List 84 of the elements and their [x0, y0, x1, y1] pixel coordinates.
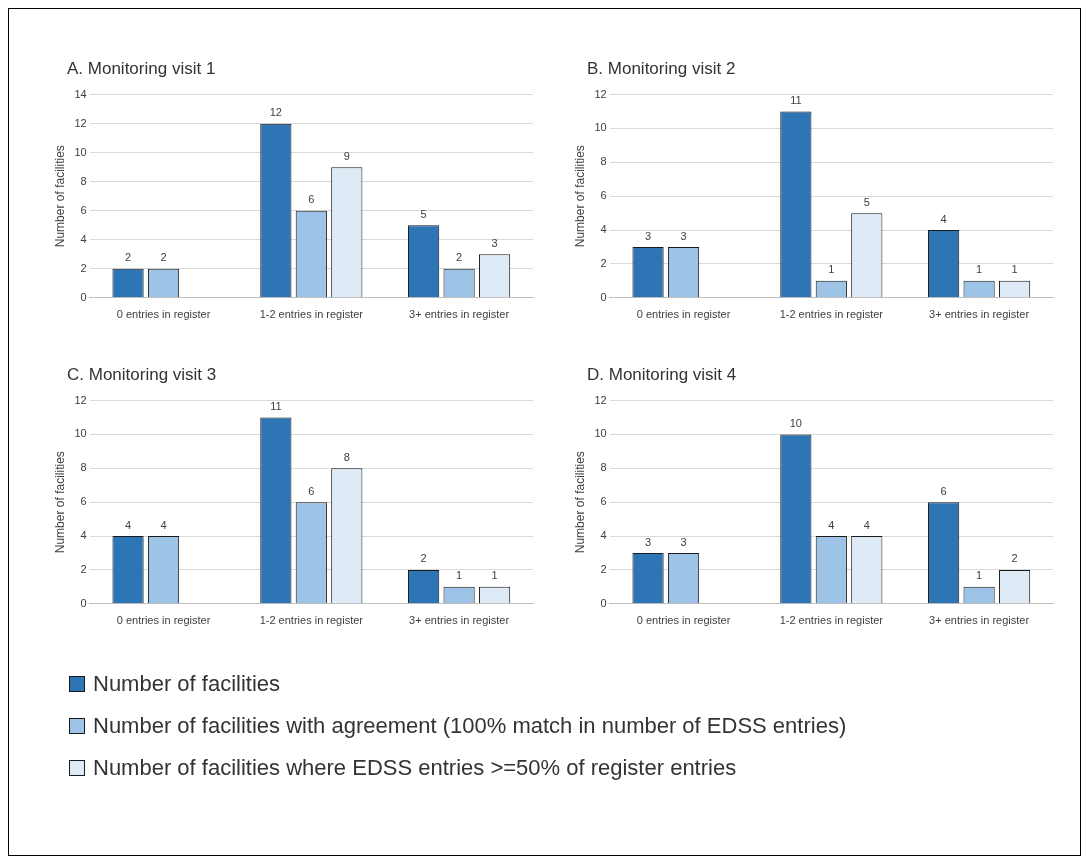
data-label: 4 — [863, 518, 870, 531]
data-label: 1 — [976, 569, 983, 582]
data-label: 6 — [308, 193, 315, 206]
chart-title: D. Monitoring visit 4 — [587, 365, 738, 385]
x-tick-label: 1-2 entries in register — [779, 308, 884, 321]
y-axis-title: Number of facilities — [52, 451, 67, 554]
data-label: 1 — [1011, 263, 1018, 276]
x-tick-label: 1-2 entries in register — [259, 614, 364, 627]
chart-title: B. Monitoring visit 2 — [587, 59, 737, 79]
y-tick-label: 12 — [594, 87, 607, 100]
data-label: 1 — [491, 569, 498, 582]
y-tick-label: 4 — [600, 223, 607, 236]
data-label: 2 — [420, 552, 427, 565]
data-label: 4 — [828, 518, 835, 531]
data-label: 1 — [976, 263, 983, 276]
y-tick-label: 8 — [600, 461, 607, 474]
y-tick-label: 2 — [600, 256, 607, 269]
data-label: 12 — [269, 106, 282, 119]
y-axis-title: Number of facilities — [572, 451, 587, 554]
y-tick-label: 10 — [594, 121, 607, 134]
y-tick-label: 2 — [80, 562, 87, 575]
data-label: 2 — [1011, 552, 1018, 565]
x-tick-label: 3+ entries in register — [409, 308, 510, 321]
y-tick-label: 0 — [80, 290, 87, 303]
data-label: 3 — [680, 229, 687, 242]
data-label: 6 — [940, 484, 947, 497]
y-tick-label: 6 — [80, 203, 87, 216]
y-tick-label: 8 — [600, 155, 607, 168]
y-tick-label: 4 — [600, 529, 607, 542]
data-label: 2 — [160, 251, 167, 264]
x-tick-label: 0 entries in register — [636, 308, 731, 321]
y-axis-title: Number of facilities — [572, 145, 587, 248]
x-tick-label: 3+ entries in register — [409, 614, 510, 627]
data-label: 8 — [343, 450, 350, 463]
legend-label: Number of facilities — [93, 671, 281, 697]
data-label: 3 — [680, 535, 687, 548]
data-label: 9 — [343, 149, 350, 162]
y-tick-label: 6 — [600, 495, 607, 508]
y-tick-label: 0 — [600, 596, 607, 609]
y-tick-label: 8 — [80, 174, 87, 187]
y-tick-label: 8 — [80, 461, 87, 474]
y-tick-label: 12 — [74, 116, 87, 129]
y-tick-label: 0 — [600, 290, 607, 303]
y-tick-label: 6 — [80, 495, 87, 508]
data-label: 10 — [789, 417, 802, 429]
data-label: 11 — [270, 400, 282, 413]
x-tick-label: 1-2 entries in register — [259, 308, 364, 321]
y-tick-label: 2 — [80, 261, 87, 274]
legend-label: Number of facilities where EDSS entries >=50% of register entries — [93, 755, 737, 781]
data-label: 11 — [790, 94, 802, 107]
data-label: 2 — [456, 251, 463, 264]
x-tick-label: 0 entries in register — [116, 614, 211, 627]
data-label: 3 — [491, 236, 498, 249]
y-tick-label: 0 — [80, 596, 87, 609]
data-label: 3 — [645, 535, 652, 548]
y-tick-label: 6 — [600, 189, 607, 202]
data-label: 5 — [863, 195, 870, 208]
data-label: 4 — [940, 212, 947, 225]
y-tick-label: 12 — [594, 393, 607, 406]
y-tick-label: 4 — [80, 232, 87, 245]
x-tick-label: 1-2 entries in register — [779, 614, 884, 627]
y-axis-title: Number of facilities — [52, 145, 67, 248]
y-tick-label: 2 — [600, 562, 607, 575]
y-tick-label: 14 — [74, 87, 87, 100]
data-label: 1 — [456, 569, 463, 582]
y-tick-label: 10 — [74, 145, 87, 158]
y-tick-label: 12 — [74, 393, 87, 406]
y-tick-label: 10 — [594, 427, 607, 440]
chart-title: A. Monitoring visit 1 — [67, 59, 217, 79]
legend-label: Number of facilities with agreement (100% match in number of EDSS entries) — [93, 713, 847, 739]
data-label: 6 — [308, 484, 315, 497]
y-tick-label: 10 — [74, 427, 87, 440]
data-label: 4 — [125, 518, 132, 531]
x-tick-label: 0 entries in register — [636, 614, 731, 627]
data-label: 1 — [828, 263, 835, 276]
x-tick-label: 3+ entries in register — [929, 308, 1030, 321]
data-label: 4 — [160, 518, 167, 531]
x-tick-label: 0 entries in register — [116, 308, 211, 321]
x-tick-label: 3+ entries in register — [929, 614, 1030, 627]
chart-title: C. Monitoring visit 3 — [67, 365, 218, 385]
data-label: 3 — [645, 229, 652, 242]
data-label: 5 — [420, 207, 427, 220]
y-tick-label: 4 — [80, 529, 87, 542]
data-label: 2 — [125, 251, 132, 264]
